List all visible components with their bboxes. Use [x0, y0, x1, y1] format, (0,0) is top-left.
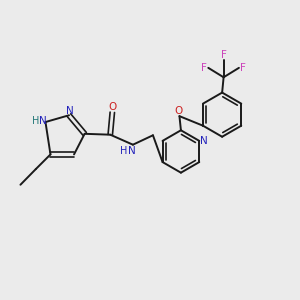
Text: H: H: [32, 116, 40, 126]
Text: N: N: [128, 146, 136, 156]
Text: H: H: [120, 146, 127, 156]
Text: O: O: [174, 106, 182, 116]
Text: F: F: [201, 63, 207, 73]
Text: O: O: [109, 102, 117, 112]
Text: N: N: [39, 116, 47, 126]
Text: N: N: [66, 106, 74, 116]
Text: F: F: [240, 63, 246, 73]
Text: F: F: [221, 50, 226, 60]
Text: N: N: [200, 136, 208, 146]
